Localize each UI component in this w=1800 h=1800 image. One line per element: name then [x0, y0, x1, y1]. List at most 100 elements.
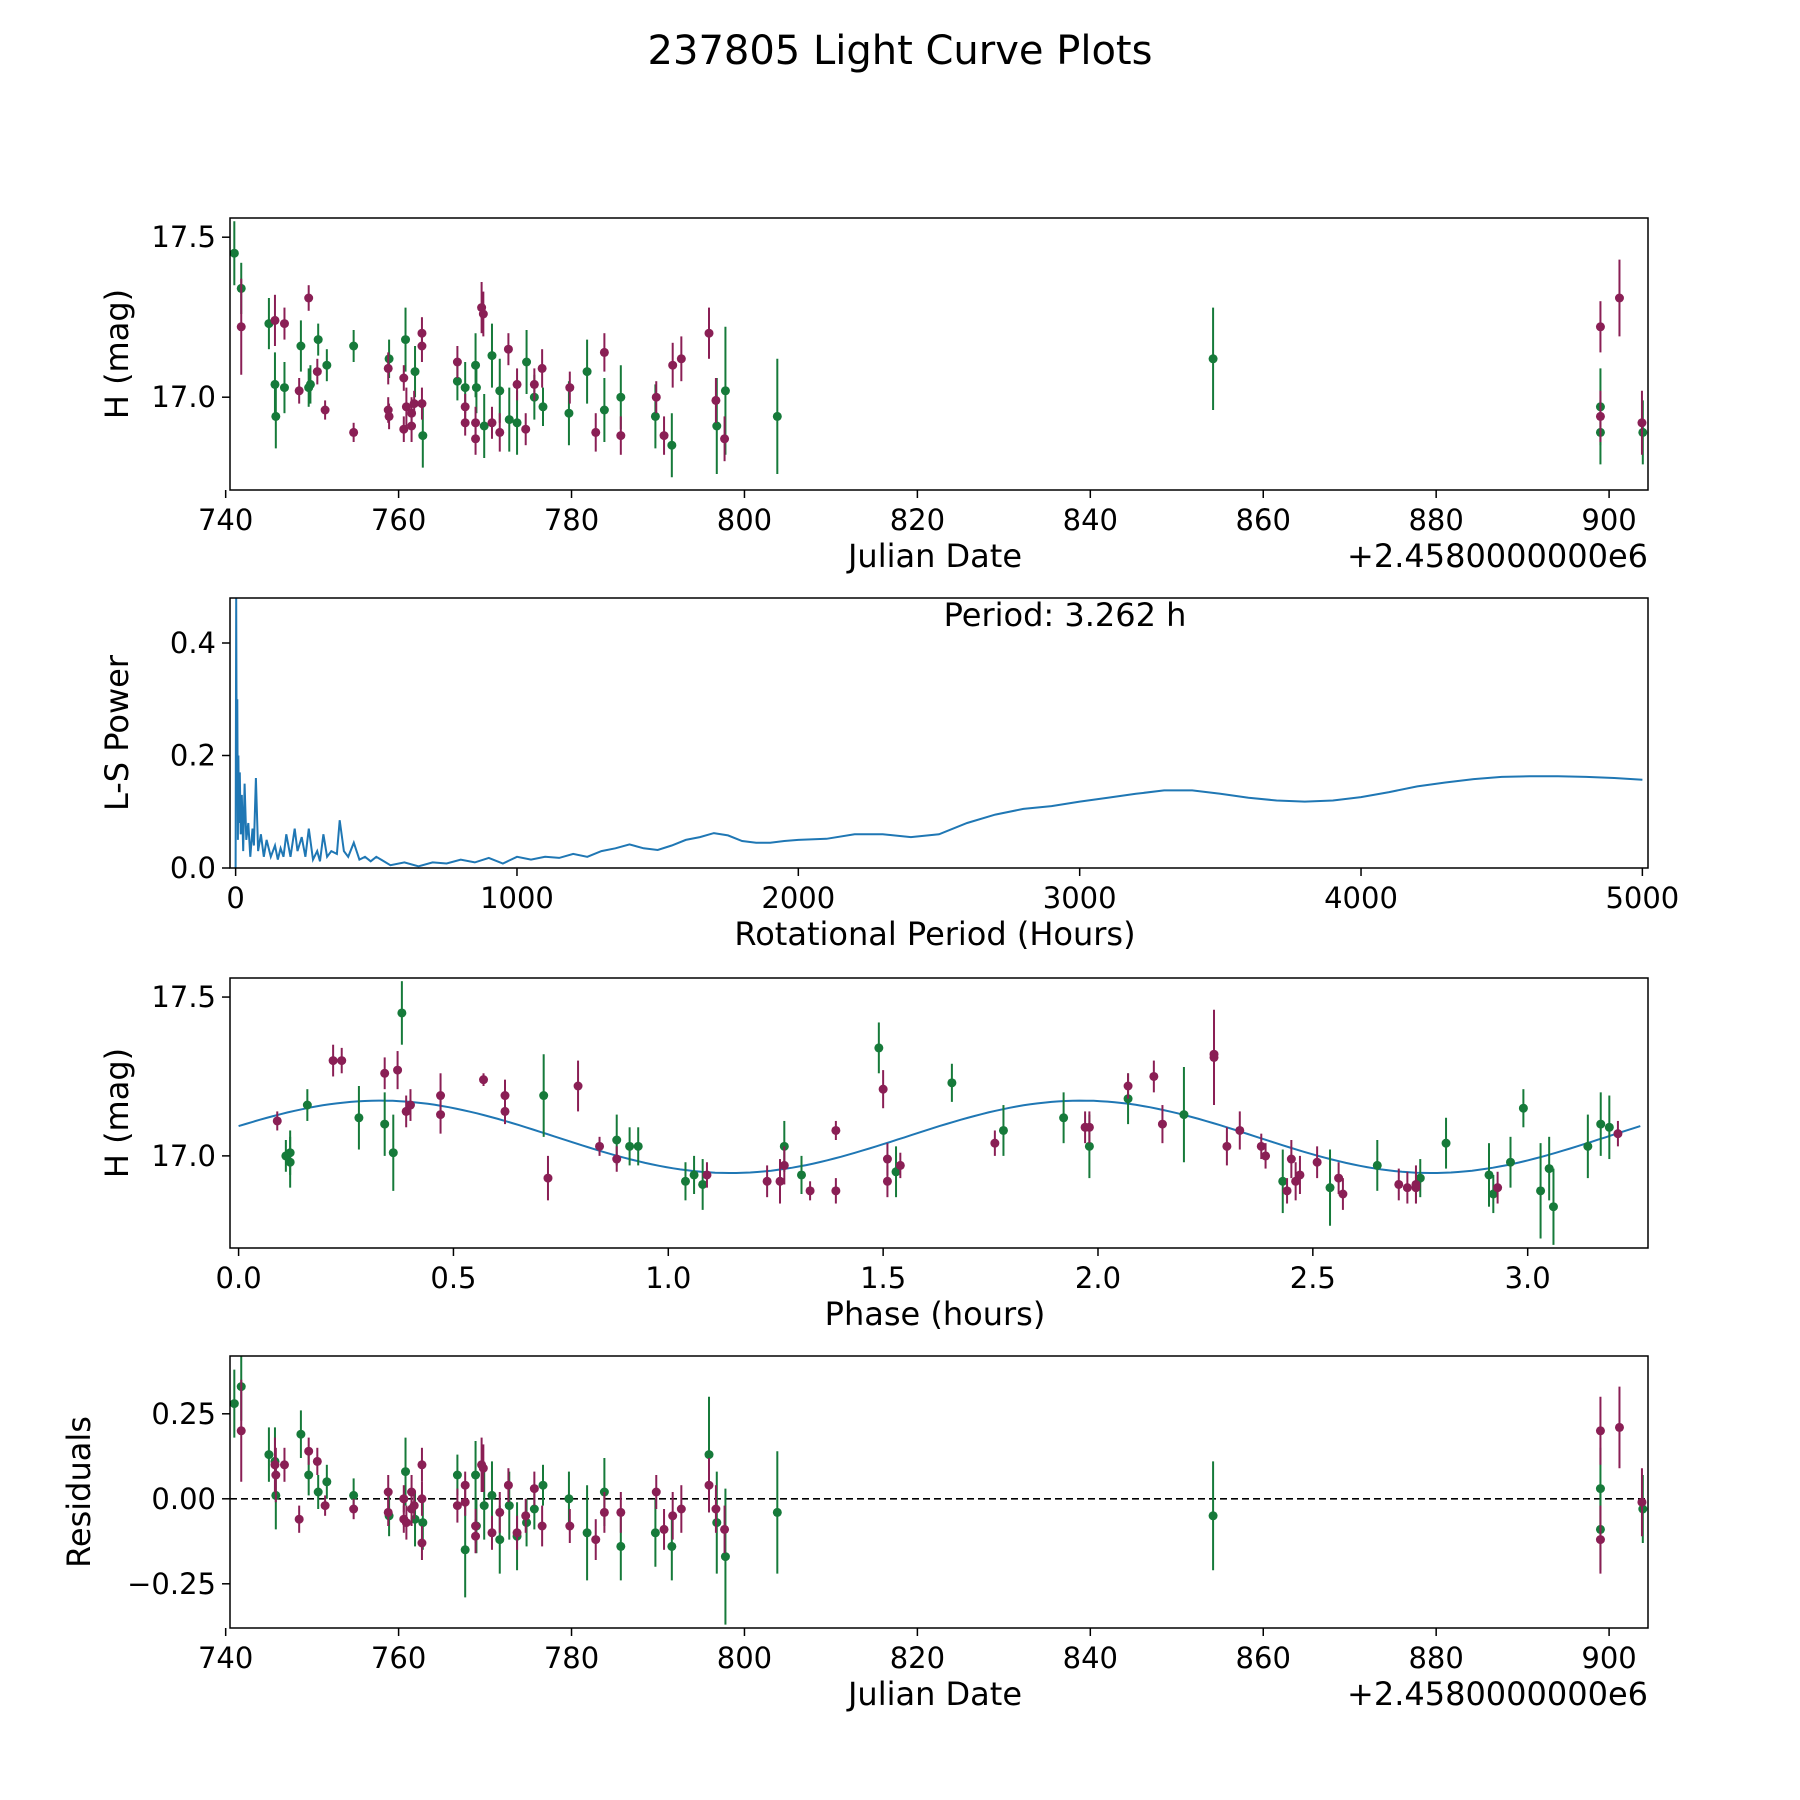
data-point	[680, 1176, 690, 1186]
x-tick-label: 1000	[480, 881, 554, 915]
data-point	[410, 367, 420, 377]
data-point	[805, 1186, 815, 1196]
x-tick-label: 1.5	[860, 1261, 906, 1295]
data-point	[313, 1487, 323, 1497]
data-point	[312, 1456, 322, 1466]
data-point	[436, 1091, 446, 1101]
data-point	[1614, 293, 1624, 303]
data-point	[720, 1524, 730, 1534]
data-point	[831, 1125, 841, 1135]
data-point	[384, 411, 394, 421]
data-point	[296, 1429, 306, 1439]
data-point	[704, 328, 714, 338]
plot-area-ls	[234, 598, 1643, 868]
data-point	[460, 1480, 470, 1490]
series-green	[230, 1356, 1648, 1625]
data-point	[564, 1494, 574, 1504]
data-point	[397, 1008, 407, 1018]
x-tick-label: 820	[890, 1641, 945, 1675]
data-point	[659, 431, 669, 441]
data-point	[521, 424, 531, 434]
data-point	[537, 363, 547, 373]
y-tick-label: −0.25	[127, 1567, 216, 1601]
data-point	[1402, 1183, 1412, 1193]
data-point	[1149, 1071, 1159, 1081]
data-point	[538, 402, 548, 412]
data-point	[676, 354, 686, 364]
data-point	[272, 1116, 282, 1126]
data-point	[322, 360, 332, 370]
data-point	[452, 1470, 462, 1480]
data-point	[543, 1173, 553, 1183]
data-point	[495, 386, 505, 396]
data-point	[296, 341, 306, 351]
data-point	[1208, 354, 1218, 364]
x-offset-label: +2.4580000000e6	[1347, 537, 1648, 575]
plot-area-resid	[230, 1356, 1648, 1625]
plot-area-lc	[230, 221, 1648, 478]
data-point	[418, 1518, 428, 1528]
data-point	[1282, 1186, 1292, 1196]
data-point	[1084, 1122, 1094, 1132]
data-point	[616, 431, 626, 441]
series-purple	[236, 1379, 1647, 1574]
data-point	[775, 1176, 785, 1186]
data-point	[479, 421, 489, 431]
data-point	[720, 1552, 730, 1562]
x-tick-label: 0.0	[216, 1261, 262, 1295]
y-tick-label: 0.25	[151, 1397, 216, 1431]
data-point	[271, 411, 281, 421]
y-tick-label: 17.0	[151, 380, 216, 414]
data-point	[405, 1100, 415, 1110]
data-point	[1595, 1535, 1605, 1545]
data-point	[891, 1167, 901, 1177]
data-point	[495, 427, 505, 437]
data-point	[1286, 1154, 1296, 1164]
y-tick-label: 17.5	[151, 980, 216, 1014]
data-point	[651, 392, 661, 402]
data-point	[417, 1460, 427, 1470]
data-point	[1596, 1119, 1606, 1129]
data-point	[529, 379, 539, 389]
data-point	[304, 293, 314, 303]
data-point	[279, 1460, 289, 1470]
y-tick-label: 17.0	[151, 1139, 216, 1173]
data-point	[1484, 1170, 1494, 1180]
x-tick-label: 800	[717, 503, 772, 537]
data-point	[401, 402, 411, 412]
axes-frame	[229, 977, 1649, 1249]
data-point	[478, 1463, 488, 1473]
data-point	[1614, 1422, 1624, 1432]
data-point	[1637, 418, 1647, 428]
data-point	[704, 1450, 714, 1460]
series-green	[230, 221, 1648, 478]
data-point	[512, 1528, 522, 1538]
x-tick-label: 2000	[761, 881, 835, 915]
panel-lc: 740 760 780 800 820 840 860 880 900 17.5 17.0 Julia…	[98, 217, 1649, 575]
data-point	[582, 1528, 592, 1538]
data-point	[1637, 1497, 1647, 1507]
data-point	[313, 335, 323, 345]
data-point	[1261, 1151, 1271, 1161]
data-point	[512, 379, 522, 389]
data-point	[651, 1487, 661, 1497]
data-point	[393, 1065, 403, 1075]
periodogram-line	[234, 598, 1643, 868]
data-point	[409, 1501, 419, 1511]
data-point	[1208, 1511, 1218, 1521]
data-point	[294, 1514, 304, 1524]
data-point	[831, 1186, 841, 1196]
data-point	[711, 395, 721, 405]
data-point	[1536, 1186, 1546, 1196]
data-point	[460, 1545, 470, 1555]
data-point	[460, 1497, 470, 1507]
data-point	[471, 383, 481, 393]
data-point	[650, 1528, 660, 1538]
data-point	[659, 1524, 669, 1534]
x-tick-label: 3.0	[1505, 1261, 1551, 1295]
data-point	[1488, 1189, 1498, 1199]
data-point	[772, 1507, 782, 1517]
data-point	[668, 360, 678, 370]
data-point	[383, 1507, 393, 1517]
